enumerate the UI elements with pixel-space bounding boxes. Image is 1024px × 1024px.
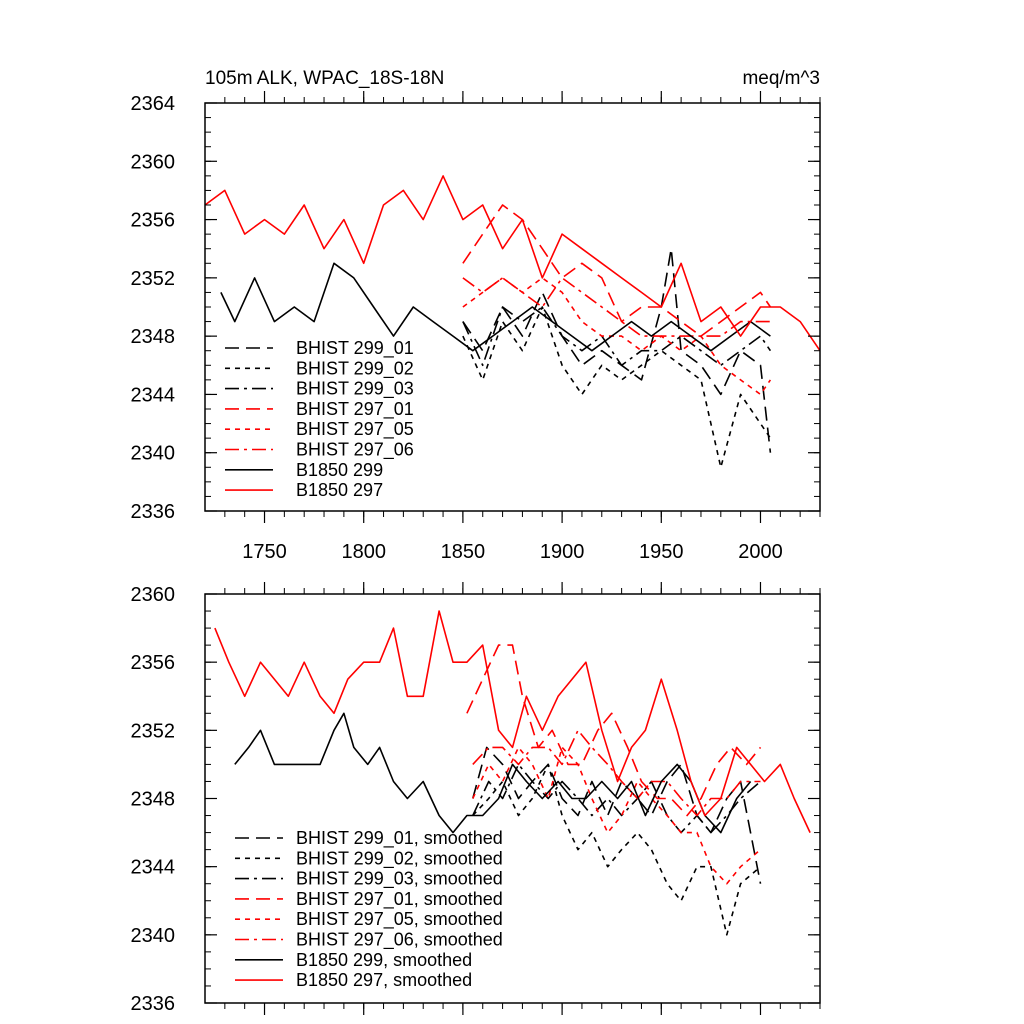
legend-label: B1850 297 bbox=[296, 480, 383, 500]
x-tick-label: 1900 bbox=[540, 541, 585, 563]
top-axes: 2336 2340 2344 2348 2352 2356 2360 2364 1750 1800… bbox=[131, 91, 821, 563]
bottom-chart-panel: 2336 2340 2344 2348 2352 2356 2360 BHIST 299_0… bbox=[131, 582, 821, 1015]
series-line-3 bbox=[472, 763, 762, 834]
chart-title: 105m ALK, WPAC_18S-18N bbox=[205, 68, 444, 89]
y-tick-label: 2344 bbox=[131, 857, 176, 879]
y-tick-label: 2348 bbox=[131, 789, 176, 811]
y-tick-label: 2356 bbox=[131, 210, 176, 232]
legend-label: BHIST 299_03 bbox=[296, 379, 414, 400]
y-tick-label: 2348 bbox=[131, 326, 176, 348]
series-line-7 bbox=[234, 712, 752, 834]
y-tick-label: 2356 bbox=[131, 652, 176, 674]
legend-label: B1850 299, smoothed bbox=[296, 950, 472, 970]
y-tick-label: 2336 bbox=[131, 993, 176, 1015]
legend-label: BHIST 299_03, smoothed bbox=[296, 869, 503, 890]
series-line-3 bbox=[462, 306, 772, 367]
y-tick-label: 2364 bbox=[131, 93, 176, 115]
series-line-6 bbox=[472, 729, 761, 817]
legend-label: B1850 297, smoothed bbox=[296, 970, 472, 990]
series-line-8 bbox=[205, 175, 820, 352]
x-tick-label: 2000 bbox=[738, 541, 783, 563]
legend-label: BHIST 299_02, smoothed bbox=[296, 848, 503, 869]
y-tick-label: 2360 bbox=[131, 151, 176, 173]
x-tick-label: 1800 bbox=[341, 541, 386, 563]
series-line-6 bbox=[462, 277, 771, 337]
top-series-group bbox=[205, 175, 820, 469]
legend-label: BHIST 299_01 bbox=[296, 338, 414, 359]
x-tick-label: 1750 bbox=[242, 541, 287, 563]
y-tick-label: 2340 bbox=[131, 925, 176, 947]
y-tick-label: 2340 bbox=[131, 443, 176, 465]
legend-label: BHIST 299_02 bbox=[296, 358, 414, 379]
bottom-axes: 2336 2340 2344 2348 2352 2356 2360 bbox=[131, 582, 821, 1015]
y-tick-label: 2360 bbox=[131, 584, 176, 606]
chart-units: meq/m^3 bbox=[742, 68, 820, 89]
y-tick-label: 2352 bbox=[131, 720, 176, 742]
legend-label: BHIST 297_05, smoothed bbox=[296, 909, 503, 930]
x-tick-label: 1850 bbox=[441, 541, 486, 563]
series-line-1 bbox=[472, 746, 762, 884]
series-line-5 bbox=[472, 746, 762, 885]
y-tick-label: 2336 bbox=[131, 501, 176, 523]
series-line-7 bbox=[220, 262, 771, 352]
legend-label: BHIST 297_01, smoothed bbox=[296, 889, 503, 910]
legend-label: BHIST 297_01 bbox=[296, 399, 414, 420]
legend-label: BHIST 297_05 bbox=[296, 419, 414, 440]
legend-label: BHIST 299_01, smoothed bbox=[296, 828, 503, 849]
top-chart-panel: 105m ALK, WPAC_18S-18N meq/m^3 233623402… bbox=[131, 68, 821, 563]
series-line-8 bbox=[214, 610, 811, 833]
series-line-5 bbox=[462, 277, 772, 396]
series-line-2 bbox=[462, 306, 772, 469]
legend-label: BHIST 297_06 bbox=[296, 440, 414, 461]
legend-label: B1850 299 bbox=[296, 460, 383, 480]
x-tick-label: 1950 bbox=[639, 541, 684, 563]
series-line-1 bbox=[462, 247, 772, 453]
y-tick-label: 2344 bbox=[131, 384, 176, 406]
series-line-4 bbox=[466, 644, 762, 817]
legend-label: BHIST 297_06, smoothed bbox=[296, 930, 503, 951]
y-tick-label: 2352 bbox=[131, 268, 176, 290]
bottom-series-group bbox=[214, 610, 811, 936]
series-line-2 bbox=[472, 763, 762, 936]
